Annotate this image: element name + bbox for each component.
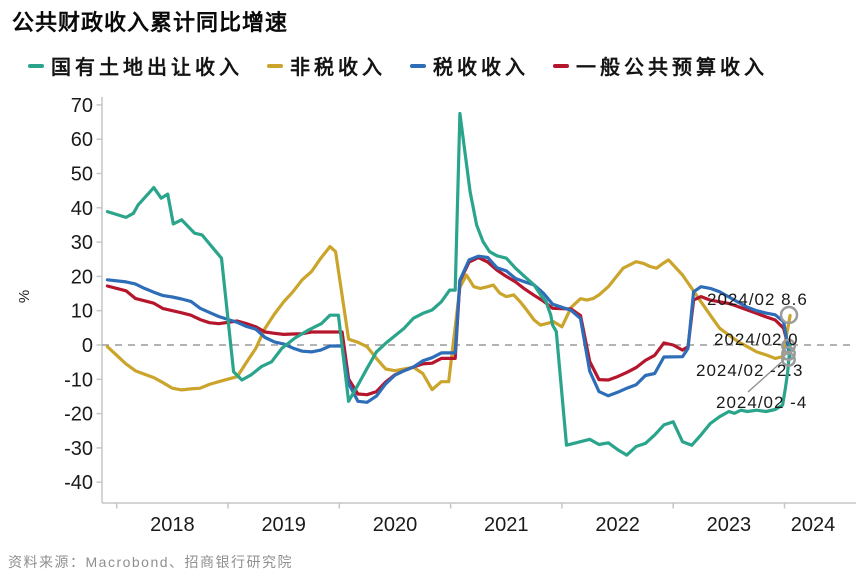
annotation-tax-latest: 2024/02 -4 — [716, 393, 808, 412]
y-tick-label: 30 — [71, 232, 93, 254]
legend-swatch-land-sale-revenue — [28, 63, 44, 68]
legend-item-tax-revenue: 税收收入 — [410, 51, 529, 80]
y-tick-label: -20 — [64, 404, 93, 426]
y-tick-label: 70 — [71, 95, 93, 117]
x-tick-label: 2023 — [707, 514, 752, 536]
source-note: 资料来源：Macrobond、招商银行研究院 — [8, 554, 294, 570]
y-tick-label: -10 — [64, 369, 93, 391]
series-line-0 — [105, 111, 792, 457]
y-tick-label: 10 — [71, 301, 93, 323]
legend-item-nontax-revenue: 非税收入 — [267, 51, 386, 80]
x-tick-label: 2024 — [791, 514, 836, 536]
series-line-1 — [105, 245, 792, 392]
y-tick-label: -40 — [64, 472, 93, 494]
legend-item-land-sale-revenue: 国有土地出让收入 — [28, 51, 243, 80]
y-tick-label: 0 — [82, 335, 93, 357]
end-marker-ring — [779, 305, 799, 325]
annotation-budget-latest: 2024/02 -2.3 — [696, 361, 804, 380]
series-line-2 — [105, 254, 792, 404]
legend-label-general-budget-revenue: 一般公共预算收入 — [576, 57, 768, 79]
legend-label-nontax-revenue: 非税收入 — [290, 57, 386, 79]
legend-label-tax-revenue: 税收收入 — [433, 57, 529, 79]
chart-title: 公共财政收入累计同比增速 — [12, 10, 289, 35]
legend-swatch-nontax-revenue — [267, 63, 283, 68]
y-tick-label: 20 — [71, 266, 93, 288]
end-marker-ring — [781, 346, 796, 361]
legend-swatch-tax-revenue — [410, 63, 426, 68]
x-tick-label: 2021 — [484, 514, 529, 536]
legend: 国有土地出让收入 非税收入 税收收入 一般公共预算收入 — [28, 51, 768, 80]
annotation-nontax-latest: 2024/02 8.6 — [707, 290, 808, 309]
end-marker-ring — [781, 352, 796, 367]
y-tick-label: 60 — [71, 129, 93, 151]
y-tick-label: 50 — [71, 164, 93, 186]
annotation-leader-line — [747, 357, 787, 393]
legend-label-land-sale-revenue: 国有土地出让收入 — [51, 57, 243, 79]
x-tick-label: 2018 — [150, 514, 195, 536]
annotation-land-latest: 2024/02 0 — [714, 330, 799, 349]
x-tick-label: 2019 — [261, 514, 306, 536]
legend-swatch-general-budget-revenue — [553, 63, 569, 68]
y-tick-label: -30 — [64, 438, 93, 460]
y-tick-label: 40 — [71, 198, 93, 220]
x-tick-label: 2020 — [373, 514, 418, 536]
x-tick-label: 2022 — [595, 514, 640, 536]
legend-item-general-budget-revenue: 一般公共预算收入 — [553, 51, 768, 80]
